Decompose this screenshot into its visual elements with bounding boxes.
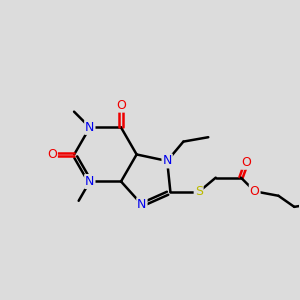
- Text: O: O: [47, 148, 57, 161]
- Text: N: N: [137, 198, 147, 211]
- Text: O: O: [116, 99, 126, 112]
- Text: O: O: [242, 156, 251, 169]
- Text: O: O: [250, 185, 260, 198]
- Text: N: N: [163, 154, 172, 167]
- Text: N: N: [85, 175, 94, 188]
- Text: S: S: [195, 185, 203, 199]
- Text: N: N: [85, 121, 94, 134]
